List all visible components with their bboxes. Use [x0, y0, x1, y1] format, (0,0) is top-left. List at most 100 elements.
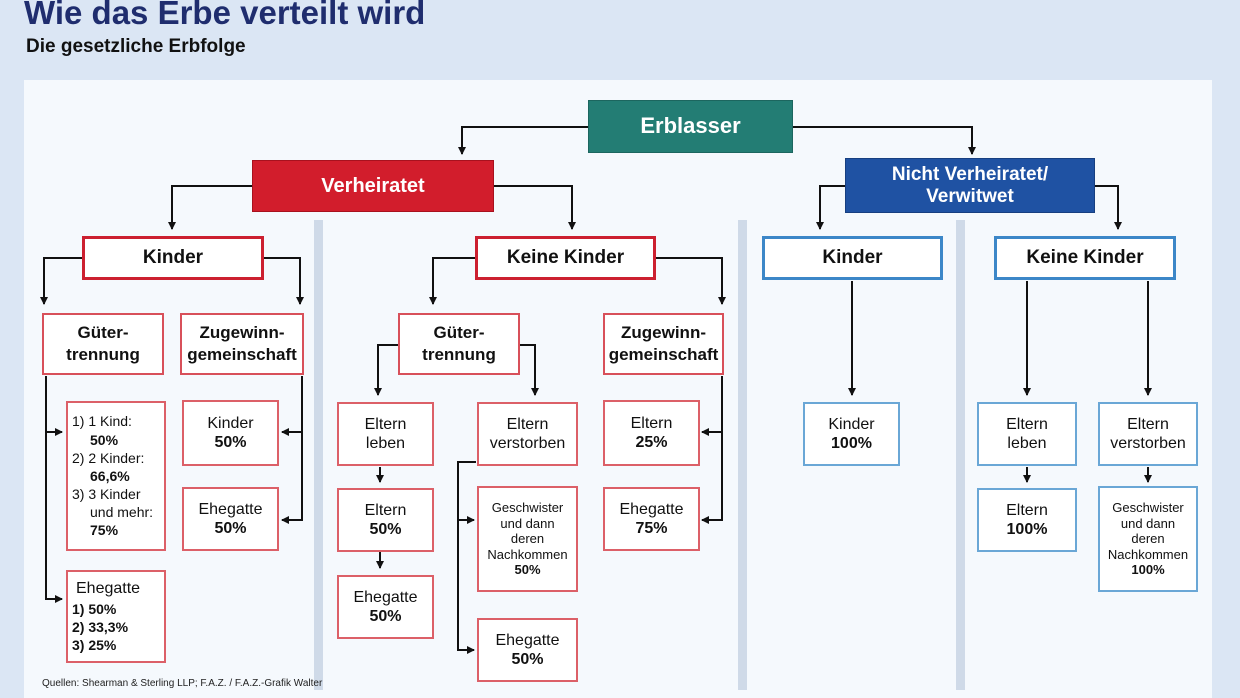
- leaf-label: Eltern: [364, 415, 407, 433]
- guetertrennung-label-1: Güter-: [77, 322, 129, 342]
- leaf-pct: 50%: [511, 651, 544, 668]
- single-geschwister-box: Geschwister und dann deren Nachkommen 10…: [1098, 486, 1198, 592]
- leaf-label: Eltern: [1127, 415, 1169, 433]
- keine-kinder-guetertrennung-box: Güter- trennung: [398, 313, 520, 375]
- leaf-pct: 100%: [831, 435, 872, 452]
- quote-pct: 1) 50%: [72, 600, 117, 617]
- leaf-label: leben: [365, 435, 406, 452]
- leaf-label: Ehegatte: [619, 500, 684, 518]
- quote-pct: 66,6%: [90, 467, 130, 484]
- guetertrennung-label-1: Güter-: [433, 322, 485, 342]
- married-kinder-box: Kinder: [82, 236, 264, 280]
- kinder-zugewinn-box: Zugewinn- gemeinschaft: [180, 313, 304, 375]
- connector-arrow: [40, 257, 82, 305]
- connector-arrow: [168, 185, 252, 230]
- single-kinder-100-box: Kinder 100%: [803, 402, 900, 466]
- connector-arrow: [793, 126, 976, 155]
- leaf-pct: 100%: [1131, 562, 1165, 578]
- connector-arrow: [45, 432, 63, 603]
- leaf-label: verstorben: [489, 435, 566, 452]
- zugewinn-label-1: Zugewinn-: [199, 322, 285, 342]
- leaf-label: Nachkommen: [487, 546, 568, 562]
- quote-pct: 3) 25%: [72, 636, 117, 653]
- guetertrennung-label-2: trennung: [422, 345, 496, 364]
- connector-arrow: [701, 376, 723, 436]
- connector-arrow: [816, 185, 845, 230]
- erblasser-label: Erblasser: [640, 113, 741, 139]
- leaf-label: Ehegatte: [353, 588, 418, 606]
- leaf-label: Eltern: [364, 501, 407, 519]
- page-subtitle: Die gesetzliche Erbfolge: [26, 36, 246, 57]
- leaf-label: Eltern: [630, 414, 673, 432]
- leaf-label: und dann: [1120, 515, 1176, 531]
- leaf-label: deren: [510, 531, 545, 547]
- connector-arrow: [701, 432, 723, 524]
- connector-arrow: [520, 344, 539, 396]
- ehegatte-verstorben-box: Ehegatte 50%: [477, 618, 578, 682]
- page-title: Wie das Erbe verteilt wird: [24, 0, 426, 31]
- quote-pct: 75%: [90, 522, 119, 539]
- single-eltern-leben-box: Eltern leben: [977, 402, 1077, 466]
- leaf-label: verstorben: [1110, 435, 1186, 452]
- zugewinn-kinder-box: Kinder 50%: [182, 400, 279, 466]
- leaf-pct: 75%: [635, 520, 668, 537]
- geschwister-box: Geschwister und dann deren Nachkommen 50…: [477, 486, 578, 592]
- quote-pct: 50%: [90, 431, 119, 448]
- leaf-label: Eltern: [506, 415, 549, 433]
- connector-arrow: [656, 257, 726, 305]
- zugewinn-ehegatte-box: Ehegatte 50%: [182, 487, 279, 551]
- leaf-label: Kinder: [828, 415, 875, 433]
- connector-arrow: [281, 376, 303, 436]
- single-eltern-100-box: Eltern 100%: [977, 488, 1077, 552]
- column-divider: [738, 220, 747, 690]
- single-keine-kinder-box: Keine Kinder: [994, 236, 1176, 280]
- married-kinder-label: Kinder: [142, 246, 204, 268]
- connector-arrow: [429, 257, 475, 305]
- column-divider: [956, 220, 965, 690]
- eltern-verstorben-box: Eltern verstorben: [477, 402, 578, 466]
- married-keine-kinder-label: Keine Kinder: [506, 246, 625, 268]
- connector-arrow: [1095, 185, 1122, 230]
- source-note: Quellen: Shearman & Sterling LLP; F.A.Z.…: [42, 678, 323, 689]
- leaf-label: Ehegatte: [495, 631, 560, 649]
- single-keine-kinder-label: Keine Kinder: [1026, 246, 1144, 268]
- connector-arrow: [458, 126, 588, 155]
- leaf-pct: 100%: [1006, 521, 1048, 538]
- ehegatte-50-box: Ehegatte 50%: [337, 575, 434, 639]
- zugewinn-ehegatte-75-box: Ehegatte 75%: [603, 487, 700, 551]
- single-kinder-label: Kinder: [822, 246, 883, 268]
- leaf-label: Eltern: [1006, 415, 1048, 433]
- leaf-label: leben: [1007, 435, 1047, 452]
- quote-line: 2) 2 Kinder:: [72, 449, 145, 466]
- nicht-verheiratet-label-2: Verwitwet: [926, 185, 1014, 207]
- leaf-label: Nachkommen: [1107, 546, 1189, 562]
- connector-arrow: [374, 344, 398, 396]
- connector-arrow: [494, 185, 576, 230]
- leaf-pct: 50%: [214, 434, 247, 451]
- leaf-label: Eltern: [1006, 501, 1048, 519]
- single-kinder-box: Kinder: [762, 236, 943, 280]
- married-keine-kinder-box: Keine Kinder: [475, 236, 656, 280]
- leaf-label: deren: [1131, 531, 1165, 547]
- ehegatte-label: Ehegatte: [76, 579, 141, 597]
- zugewinn-label-2: gemeinschaft: [608, 345, 719, 364]
- zugewinn-label-1: Zugewinn-: [621, 322, 706, 342]
- kinder-guetertrennung-box: Güter- trennung: [42, 313, 164, 375]
- verheiratet-label: Verheiratet: [321, 175, 425, 197]
- verheiratet-box: Verheiratet: [252, 160, 494, 212]
- guetertrennung-label-2: trennung: [66, 345, 140, 364]
- connector-arrow: [457, 520, 475, 654]
- eltern-50-box: Eltern 50%: [337, 488, 434, 552]
- single-eltern-verstorben-box: Eltern verstorben: [1098, 402, 1198, 466]
- eltern-leben-box: Eltern leben: [337, 402, 434, 466]
- leaf-label: Geschwister: [491, 500, 564, 516]
- leaf-label: Ehegatte: [198, 500, 263, 518]
- erblasser-box: Erblasser: [588, 100, 793, 153]
- column-divider: [314, 220, 323, 690]
- leaf-label: Kinder: [207, 414, 254, 432]
- nicht-verheiratet-box: Nicht Verheiratet/ Verwitwet: [845, 158, 1095, 213]
- kinder-quote-box: 1) 1 Kind: 50% 2) 2 Kinder: 66,6% 3) 3 K…: [66, 401, 166, 551]
- connector-arrow: [45, 376, 63, 436]
- leaf-pct: 50%: [369, 608, 402, 625]
- nicht-verheiratet-label-1: Nicht Verheiratet/: [891, 163, 1049, 185]
